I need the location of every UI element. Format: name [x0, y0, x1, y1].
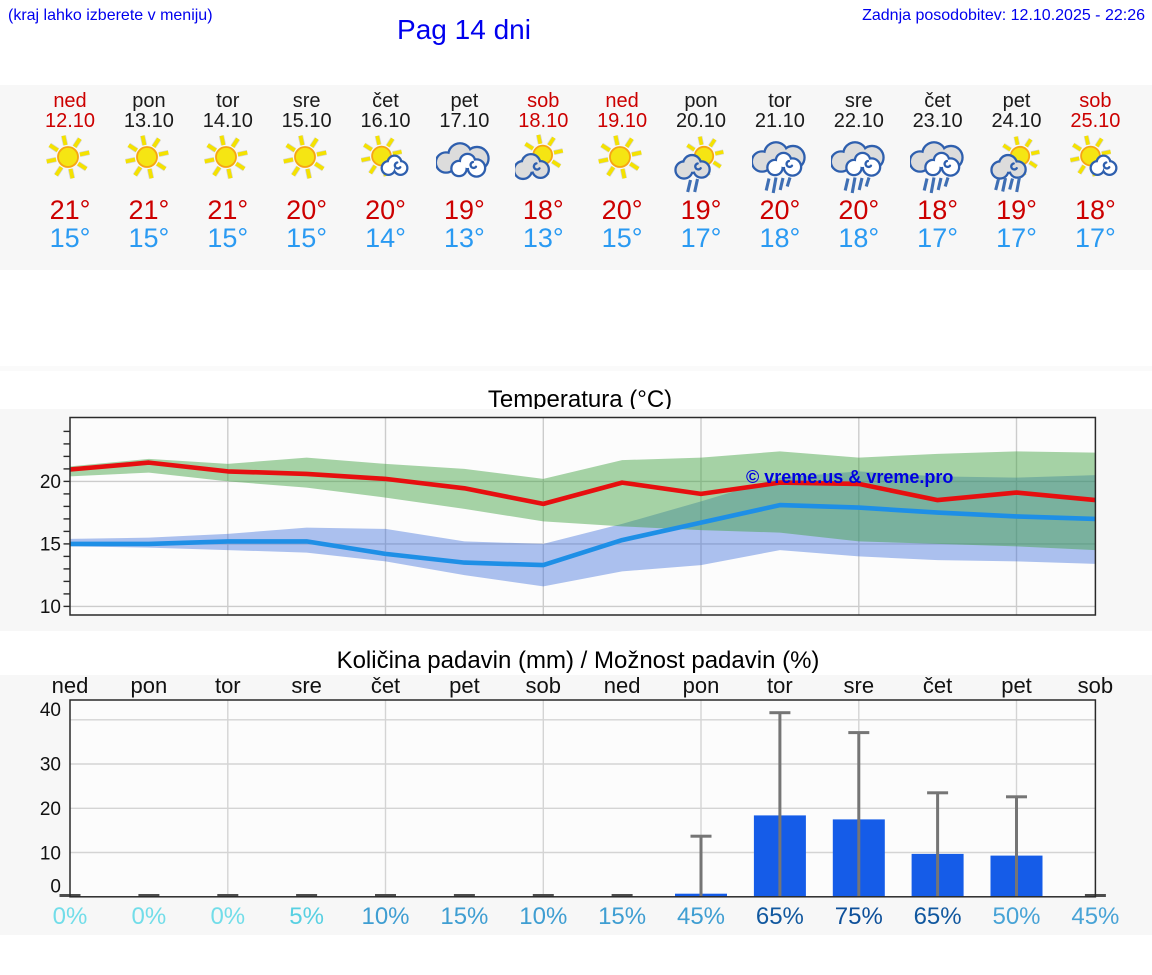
- svg-text:40: 40: [40, 700, 61, 721]
- svg-text:čet: čet: [923, 675, 952, 698]
- svg-text:10: 10: [40, 597, 61, 618]
- svg-text:20: 20: [40, 799, 61, 820]
- svg-text:sob: sob: [1078, 675, 1113, 698]
- svg-text:© vreme.us & vreme.pro: © vreme.us & vreme.pro: [746, 467, 953, 487]
- svg-text:pet: pet: [449, 675, 480, 698]
- svg-text:tor: tor: [767, 675, 793, 698]
- svg-text:10: 10: [40, 844, 61, 865]
- svg-text:pet: pet: [1001, 675, 1032, 698]
- svg-text:tor: tor: [215, 675, 241, 698]
- svg-text:sob: sob: [526, 675, 561, 698]
- svg-text:pon: pon: [131, 675, 168, 698]
- svg-text:0: 0: [50, 877, 61, 898]
- svg-text:sre: sre: [844, 675, 875, 698]
- svg-text:ned: ned: [604, 675, 641, 698]
- svg-text:pon: pon: [683, 675, 720, 698]
- svg-text:sre: sre: [291, 675, 322, 698]
- svg-text:30: 30: [40, 755, 61, 776]
- svg-text:čet: čet: [371, 675, 400, 698]
- svg-text:ned: ned: [52, 675, 89, 698]
- svg-text:15: 15: [40, 534, 61, 555]
- svg-text:20: 20: [40, 472, 61, 493]
